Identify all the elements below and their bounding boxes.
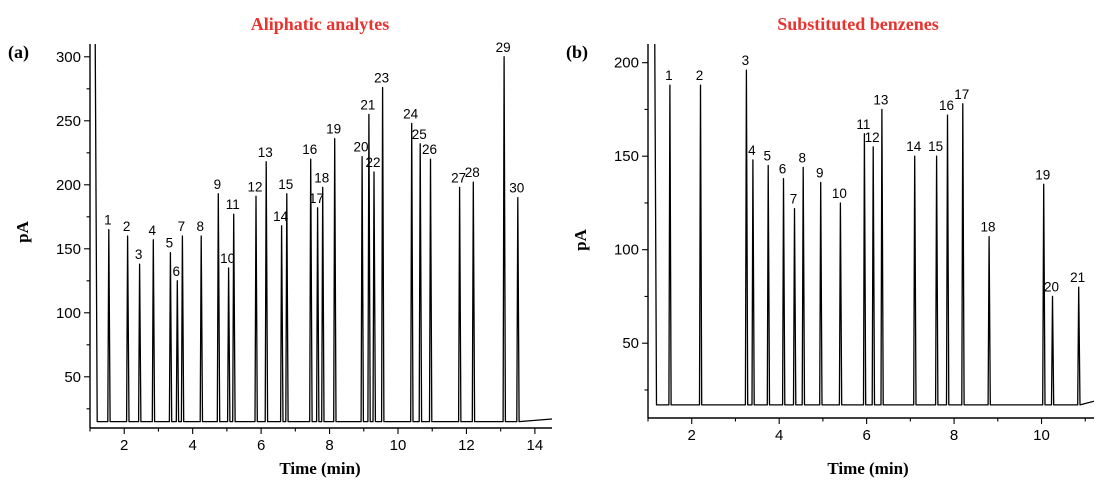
panel-b-peak-label-20: 20 [1044,279,1059,294]
panel-b-x-tick-label: 4 [775,427,783,444]
panel-b-peak-label-21: 21 [1070,270,1085,285]
panel-a-peak-label-7: 7 [178,219,186,234]
panel-a-peak-label-28: 28 [465,165,480,180]
panel-a-peak-label-21: 21 [360,97,375,112]
panel-a-x-tick-label: 2 [120,437,128,454]
panel-b-peak-label-1: 1 [665,68,673,83]
panel-b-peak-label-7: 7 [790,192,798,207]
panel-a-peak-label-26: 26 [422,142,437,157]
panel-b-chromatogram-trace [654,44,1094,406]
panel-a-x-tick-label: 6 [257,437,265,454]
panel-b-peak-label-10: 10 [832,186,847,201]
panel-a-peak-label-1: 1 [104,213,112,228]
panel-b-peak-label-14: 14 [906,139,922,154]
panel-a-peak-label-11: 11 [226,197,240,212]
panel-b-peak-label-17: 17 [954,87,969,102]
panel-b-peak-label-6: 6 [779,162,787,177]
panel-a-peak-label-6: 6 [173,264,181,279]
panel-a-peak-label-19: 19 [326,122,341,137]
panel-a-peak-label-2: 2 [123,219,131,234]
panel-b: (b) Substituted benzenes Time (min) pA 2… [566,14,1094,478]
panel-b-peak-label-9: 9 [816,165,824,180]
panel-a-y-tick-label: 250 [56,113,81,130]
panel-b-peak-label-8: 8 [798,150,806,165]
panel-a-peak-label-16: 16 [302,142,317,157]
panel-b-x-axis-label: Time (min) [827,459,908,478]
panel-b-y-tick-label: 50 [622,335,639,352]
panel-b-x-tick-label: 6 [862,427,870,444]
panel-b-peak-label-15: 15 [928,139,943,154]
panel-a-peak-label-12: 12 [247,179,262,194]
panel-b-peak-label-16: 16 [939,98,954,113]
panel-b-peak-label-11: 11 [856,117,870,132]
panel-a-peak-label-9: 9 [214,177,222,192]
panel-b-x-tick-label: 8 [950,427,958,444]
panel-a-peak-label-22: 22 [366,155,381,170]
panel-b-y-axis-label: pA [571,228,590,250]
panel-b-title: Substituted benzenes [777,14,939,34]
panel-a-peak-label-17: 17 [309,191,324,206]
panel-a-y-tick-label: 50 [64,369,81,386]
panel-a-x-tick-label: 10 [390,437,407,454]
panel-a-x-tick-label: 4 [188,437,196,454]
panel-a-title: Aliphatic analytes [251,14,390,34]
panel-a-chromatogram-trace [94,44,552,423]
panel-a-peak-label-4: 4 [149,223,157,238]
panel-a-peak-label-24: 24 [403,106,419,121]
panel-a-peak-label-18: 18 [314,170,329,185]
panel-a-peak-label-25: 25 [412,127,427,142]
panel-a-peak-label-20: 20 [354,140,369,155]
panel-a-y-tick-label: 300 [56,49,81,66]
panel-a-y-axis-label: pA [13,220,32,242]
panel-a-peak-label-3: 3 [135,247,143,262]
panel-b-peak-label-4: 4 [748,143,756,158]
panel-a-peak-label-13: 13 [258,145,273,160]
panel-b-y-tick-label: 100 [614,242,639,259]
panel-b-y-tick-label: 150 [614,148,639,165]
panel-a-peak-label-30: 30 [509,181,524,196]
panel-b-x-tick-label: 10 [1033,427,1050,444]
panel-a-peak-label-10: 10 [220,251,235,266]
panel-a-x-tick-label: 12 [458,437,475,454]
panel-a-peak-label-27: 27 [451,170,466,185]
panel-a-peak-label-15: 15 [278,177,293,192]
panel-b-peak-label-13: 13 [873,92,888,107]
panel-a-peak-label-23: 23 [374,71,389,86]
panel-b-label: (b) [566,42,588,63]
panel-a-peak-label-14: 14 [273,209,289,224]
panel-b-x-tick-label: 2 [688,427,696,444]
panel-b-peak-label-19: 19 [1035,167,1050,182]
panel-b-peak-label-5: 5 [763,149,771,164]
panel-a-x-tick-label: 8 [325,437,333,454]
panel-a-peak-label-8: 8 [196,219,204,234]
panel-b-peak-label-18: 18 [981,220,996,235]
panel-a-y-tick-label: 150 [56,241,81,258]
panel-a-label: (a) [8,42,29,63]
panel-a-y-tick-label: 200 [56,177,81,194]
panel-a-peak-label-5: 5 [166,236,174,251]
panel-a-x-axis-label: Time (min) [279,459,360,478]
panel-b-peak-label-12: 12 [865,130,880,145]
panel-b-y-tick-label: 200 [614,55,639,72]
panel-a-peak-label-29: 29 [496,40,511,55]
panel-b-peak-label-3: 3 [742,53,750,68]
panel-b-peak-label-2: 2 [696,68,704,83]
panel-a-y-tick-label: 100 [56,305,81,322]
panel-a-x-tick-label: 14 [527,437,544,454]
